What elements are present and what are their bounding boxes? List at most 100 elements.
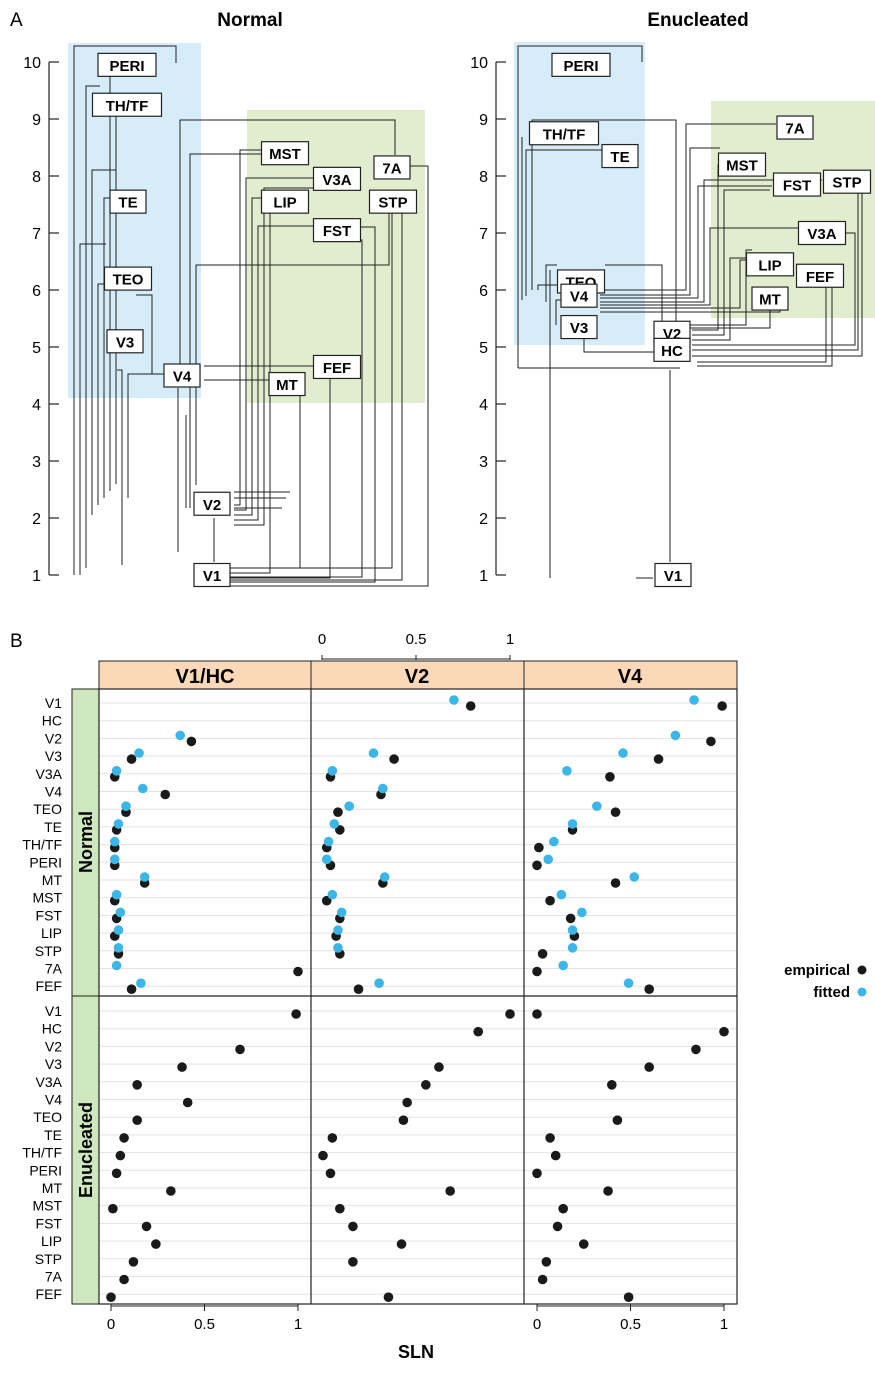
fitted-point-normal-v4-v2 xyxy=(670,730,681,741)
normal-box-v1 xyxy=(193,562,231,588)
fitted-point-normal-v4-teo xyxy=(592,801,602,811)
top-axis: 0 0.5 1 xyxy=(318,631,514,660)
enucleated-tick-label-4: 4 xyxy=(479,397,488,414)
enucleated-box-mst xyxy=(717,152,767,177)
empirical-point-enucleated-v2-te xyxy=(327,1133,338,1143)
fitted-point-normal-v4-mt xyxy=(629,872,640,882)
legend-empirical-label: empirical xyxy=(784,962,850,979)
empirical-point-normal-v4-stp xyxy=(537,949,548,959)
normal-box-label-mst: MST xyxy=(269,146,301,163)
area-label-enucleated-v4: V4 xyxy=(45,1092,62,1108)
enucleated-box-label-mst: MST xyxy=(726,158,758,175)
empirical-point-enucleated-v1-hc-fst xyxy=(141,1221,152,1232)
normal-hierarchy-diagram: 1 2 3 4 5 6 7 8 9 10 xyxy=(23,43,429,588)
fitted-point-normal-v1-hc-v3 xyxy=(134,748,144,758)
enucleated-box-v3a xyxy=(797,220,847,246)
normal-tick-label-2: 2 xyxy=(32,511,41,528)
fitted-point-normal-v4-lip xyxy=(567,925,578,935)
fitted-point-normal-v1-hc-fef xyxy=(136,978,146,988)
area-label-enucleated-te: TE xyxy=(44,1127,62,1143)
empirical-point-enucleated-v1-hc-v1 xyxy=(291,1009,301,1019)
area-label-normal-mt: MT xyxy=(42,872,63,888)
normal-tick-label-5: 5 xyxy=(32,340,41,357)
area-label-normal-v1: V1 xyxy=(45,695,62,711)
normal-box-label-teo: TEO xyxy=(113,272,144,289)
empirical-point-enucleated-v1-hc-7a xyxy=(119,1274,129,1285)
area-label-normal-mst: MST xyxy=(32,890,62,906)
bottom-axes: 0 0.5 1 0 0.5 1 xyxy=(107,1304,728,1333)
fitted-point-normal-v2-stp xyxy=(333,943,343,953)
column-header-v2-label: V2 xyxy=(405,666,429,688)
empirical-point-enucleated-v4-stp xyxy=(541,1257,552,1267)
empirical-point-enucleated-v1-hc-v3 xyxy=(177,1062,187,1072)
empirical-point-normal-v4-v1 xyxy=(717,701,727,711)
empirical-point-normal-v4-teo xyxy=(610,807,621,817)
fitted-point-normal-v1-hc-v3a xyxy=(111,766,122,776)
empirical-point-enucleated-v4-lip xyxy=(578,1239,589,1249)
empirical-point-enucleated-v4-v3a xyxy=(607,1080,617,1090)
empirical-point-enucleated-v1-hc-stp xyxy=(128,1257,139,1267)
enucleated-tick-label-1: 1 xyxy=(479,568,488,585)
bottom-axis-label-0-2: 1 xyxy=(294,1316,302,1333)
row-strip-normal-label: Normal xyxy=(76,811,96,873)
empirical-point-enucleated-v2-v3a xyxy=(421,1080,431,1090)
enucleated-box-stp xyxy=(822,169,872,194)
enucleated-box-label-fst: FST xyxy=(783,178,811,195)
enucleated-box-label-peri: PERI xyxy=(563,58,598,75)
bottom-axis-label-0-1: 0.5 xyxy=(194,1316,215,1333)
empirical-point-enucleated-v2-v3 xyxy=(434,1062,444,1072)
enucleated-box-label-hc: HC xyxy=(661,343,683,360)
empirical-point-normal-v1-hc-v3 xyxy=(126,754,137,764)
fitted-point-normal-v2-v4 xyxy=(378,783,388,794)
normal-box-label-mt: MT xyxy=(276,377,298,394)
enucleated-box-label-v3: V3 xyxy=(570,320,588,337)
fitted-point-normal-v1-hc-mt xyxy=(139,872,150,882)
empirical-point-normal-v2-te xyxy=(335,825,345,835)
fitted-point-normal-v2-mst xyxy=(327,889,338,900)
empirical-point-normal-v4-v2 xyxy=(706,736,716,747)
fitted-point-normal-v4-stp xyxy=(567,943,578,953)
empirical-point-enucleated-v1-hc-mst xyxy=(108,1203,118,1214)
enucleated-hierarchy-diagram: 1 2 3 4 5 6 7 8 9 10 xyxy=(470,42,875,588)
enucleated-tick-label-7: 7 xyxy=(479,226,488,243)
fitted-point-normal-v1-hc-stp xyxy=(113,943,124,953)
enucleated-tick-label-8: 8 xyxy=(479,169,488,186)
enucleated-box-th-tf xyxy=(528,121,600,146)
row-strip-enucleated xyxy=(71,995,100,1305)
empirical-point-normal-v4-th-tf xyxy=(534,842,544,853)
area-label-enucleated-lip: LIP xyxy=(41,1233,62,1249)
panel-a-normal-title: Normal xyxy=(217,10,282,31)
empirical-point-enucleated-v2-stp xyxy=(348,1257,358,1267)
enucleated-box-v3 xyxy=(560,314,598,340)
fitted-point-normal-v1-hc-7a xyxy=(111,960,122,971)
area-label-enucleated-v2: V2 xyxy=(45,1038,62,1054)
enucleated-tick-label-6: 6 xyxy=(479,283,488,300)
top-axis-tick-0: 0 xyxy=(318,631,326,648)
empirical-point-enucleated-v1-hc-te xyxy=(119,1133,129,1143)
empirical-point-normal-v4-v3 xyxy=(653,754,664,764)
fitted-point-normal-v1-hc-th-tf xyxy=(109,836,120,847)
area-label-normal-th-tf: TH/TF xyxy=(22,837,62,853)
fitted-point-normal-v2-fst xyxy=(336,907,347,918)
fitted-point-normal-v4-te xyxy=(567,819,578,829)
normal-box-peri xyxy=(97,52,157,77)
fitted-point-normal-v4-7a xyxy=(558,960,568,971)
empirical-point-enucleated-v1-hc-th-tf xyxy=(115,1150,126,1161)
area-label-normal-peri: PERI xyxy=(29,854,62,870)
normal-box-7a xyxy=(373,155,411,180)
x-axis-title: SLN xyxy=(398,1342,434,1362)
area-label-enucleated-th-tf: TH/TF xyxy=(22,1145,62,1161)
empirical-point-enucleated-v4-te xyxy=(545,1133,555,1143)
fitted-point-normal-v4-fef xyxy=(623,978,634,988)
column-header-v2 xyxy=(310,660,525,690)
empirical-point-normal-v1-hc-7a xyxy=(293,966,303,977)
normal-tick-label-3: 3 xyxy=(32,454,41,471)
empirical-point-enucleated-v1-hc-lip xyxy=(151,1239,161,1249)
normal-tick-label-4: 4 xyxy=(32,397,41,414)
enucleated-box-fst xyxy=(772,172,822,197)
normal-box-label-7a: 7A xyxy=(382,160,401,177)
normal-box-te xyxy=(109,189,147,214)
normal-box-label-v3: V3 xyxy=(116,334,134,351)
panel-b-letter: B xyxy=(10,631,23,652)
